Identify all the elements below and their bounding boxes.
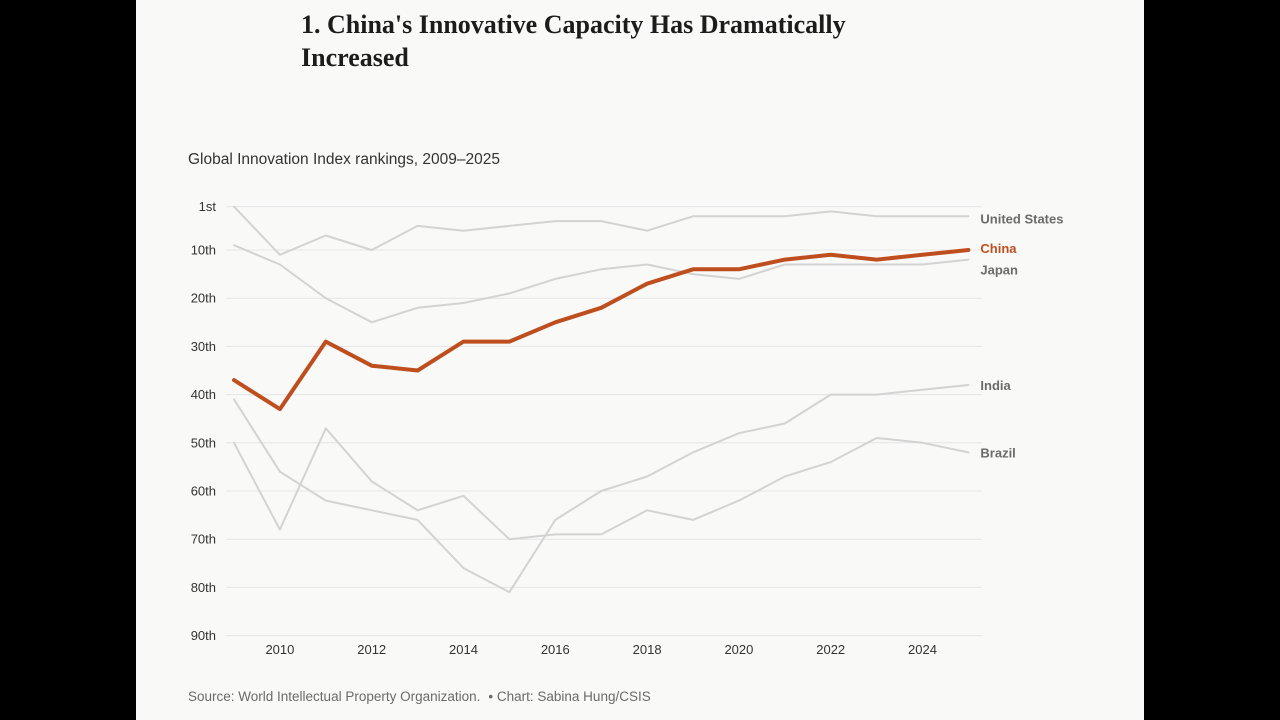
- y-tick-label: 50th: [191, 435, 216, 450]
- series-line: [233, 244, 970, 324]
- y-tick-label: 1st: [199, 199, 217, 214]
- line-chart: 1st10th20th30th40th50th60th70th80th90th …: [191, 199, 1064, 657]
- x-tick-label: 2014: [449, 642, 478, 657]
- source-text: Source: World Intellectual Property Orga…: [188, 689, 481, 704]
- y-tick-label: 10th: [191, 243, 216, 258]
- series-label: China: [980, 241, 1017, 256]
- series-line: [233, 205, 970, 256]
- y-tick-label: 60th: [191, 484, 216, 499]
- grid-lines: [226, 206, 982, 637]
- y-tick-label: 70th: [191, 532, 216, 547]
- x-tick-label: 2020: [724, 642, 753, 657]
- x-tick-label: 2016: [541, 642, 570, 657]
- chart-credit: • Chart: Sabina Hung/CSIS: [488, 689, 651, 704]
- slide: 1. China's Innovative Capacity Has Drama…: [136, 0, 1144, 720]
- page-title: 1. China's Innovative Capacity Has Drama…: [301, 10, 846, 72]
- x-tick-label: 2024: [908, 642, 937, 657]
- series-label: India: [980, 378, 1011, 393]
- y-tick-label: 30th: [191, 339, 216, 354]
- x-tick-label: 2010: [265, 642, 294, 657]
- x-tick-label: 2018: [633, 642, 662, 657]
- x-tick-label: 2012: [357, 642, 386, 657]
- y-tick-label: 80th: [191, 580, 216, 595]
- series-label: United States: [980, 211, 1063, 226]
- series-line: [233, 427, 970, 541]
- source-note: Source: World Intellectual Property Orga…: [188, 689, 655, 704]
- y-axis-tick-labels: 1st 10th 20th 30th 40th 50th 60th 70th 80th 90th: [191, 199, 217, 643]
- y-tick-label: 40th: [191, 387, 216, 402]
- series-label: Japan: [980, 263, 1018, 278]
- series-labels: United States China Japan India Brazil: [980, 211, 1063, 460]
- x-axis-tick-labels: 2010 2012 2014 2016 2018 2020 2022 2024: [265, 642, 937, 657]
- series-line: [233, 384, 970, 594]
- chart-subtitle: Global Innovation Index rankings, 2009–2…: [188, 151, 500, 168]
- series-lines: [232, 205, 971, 594]
- y-tick-label: 90th: [191, 628, 216, 643]
- series-label: Brazil: [980, 445, 1015, 460]
- y-tick-label: 20th: [191, 291, 216, 306]
- x-tick-label: 2022: [816, 642, 845, 657]
- series-line: [232, 248, 971, 412]
